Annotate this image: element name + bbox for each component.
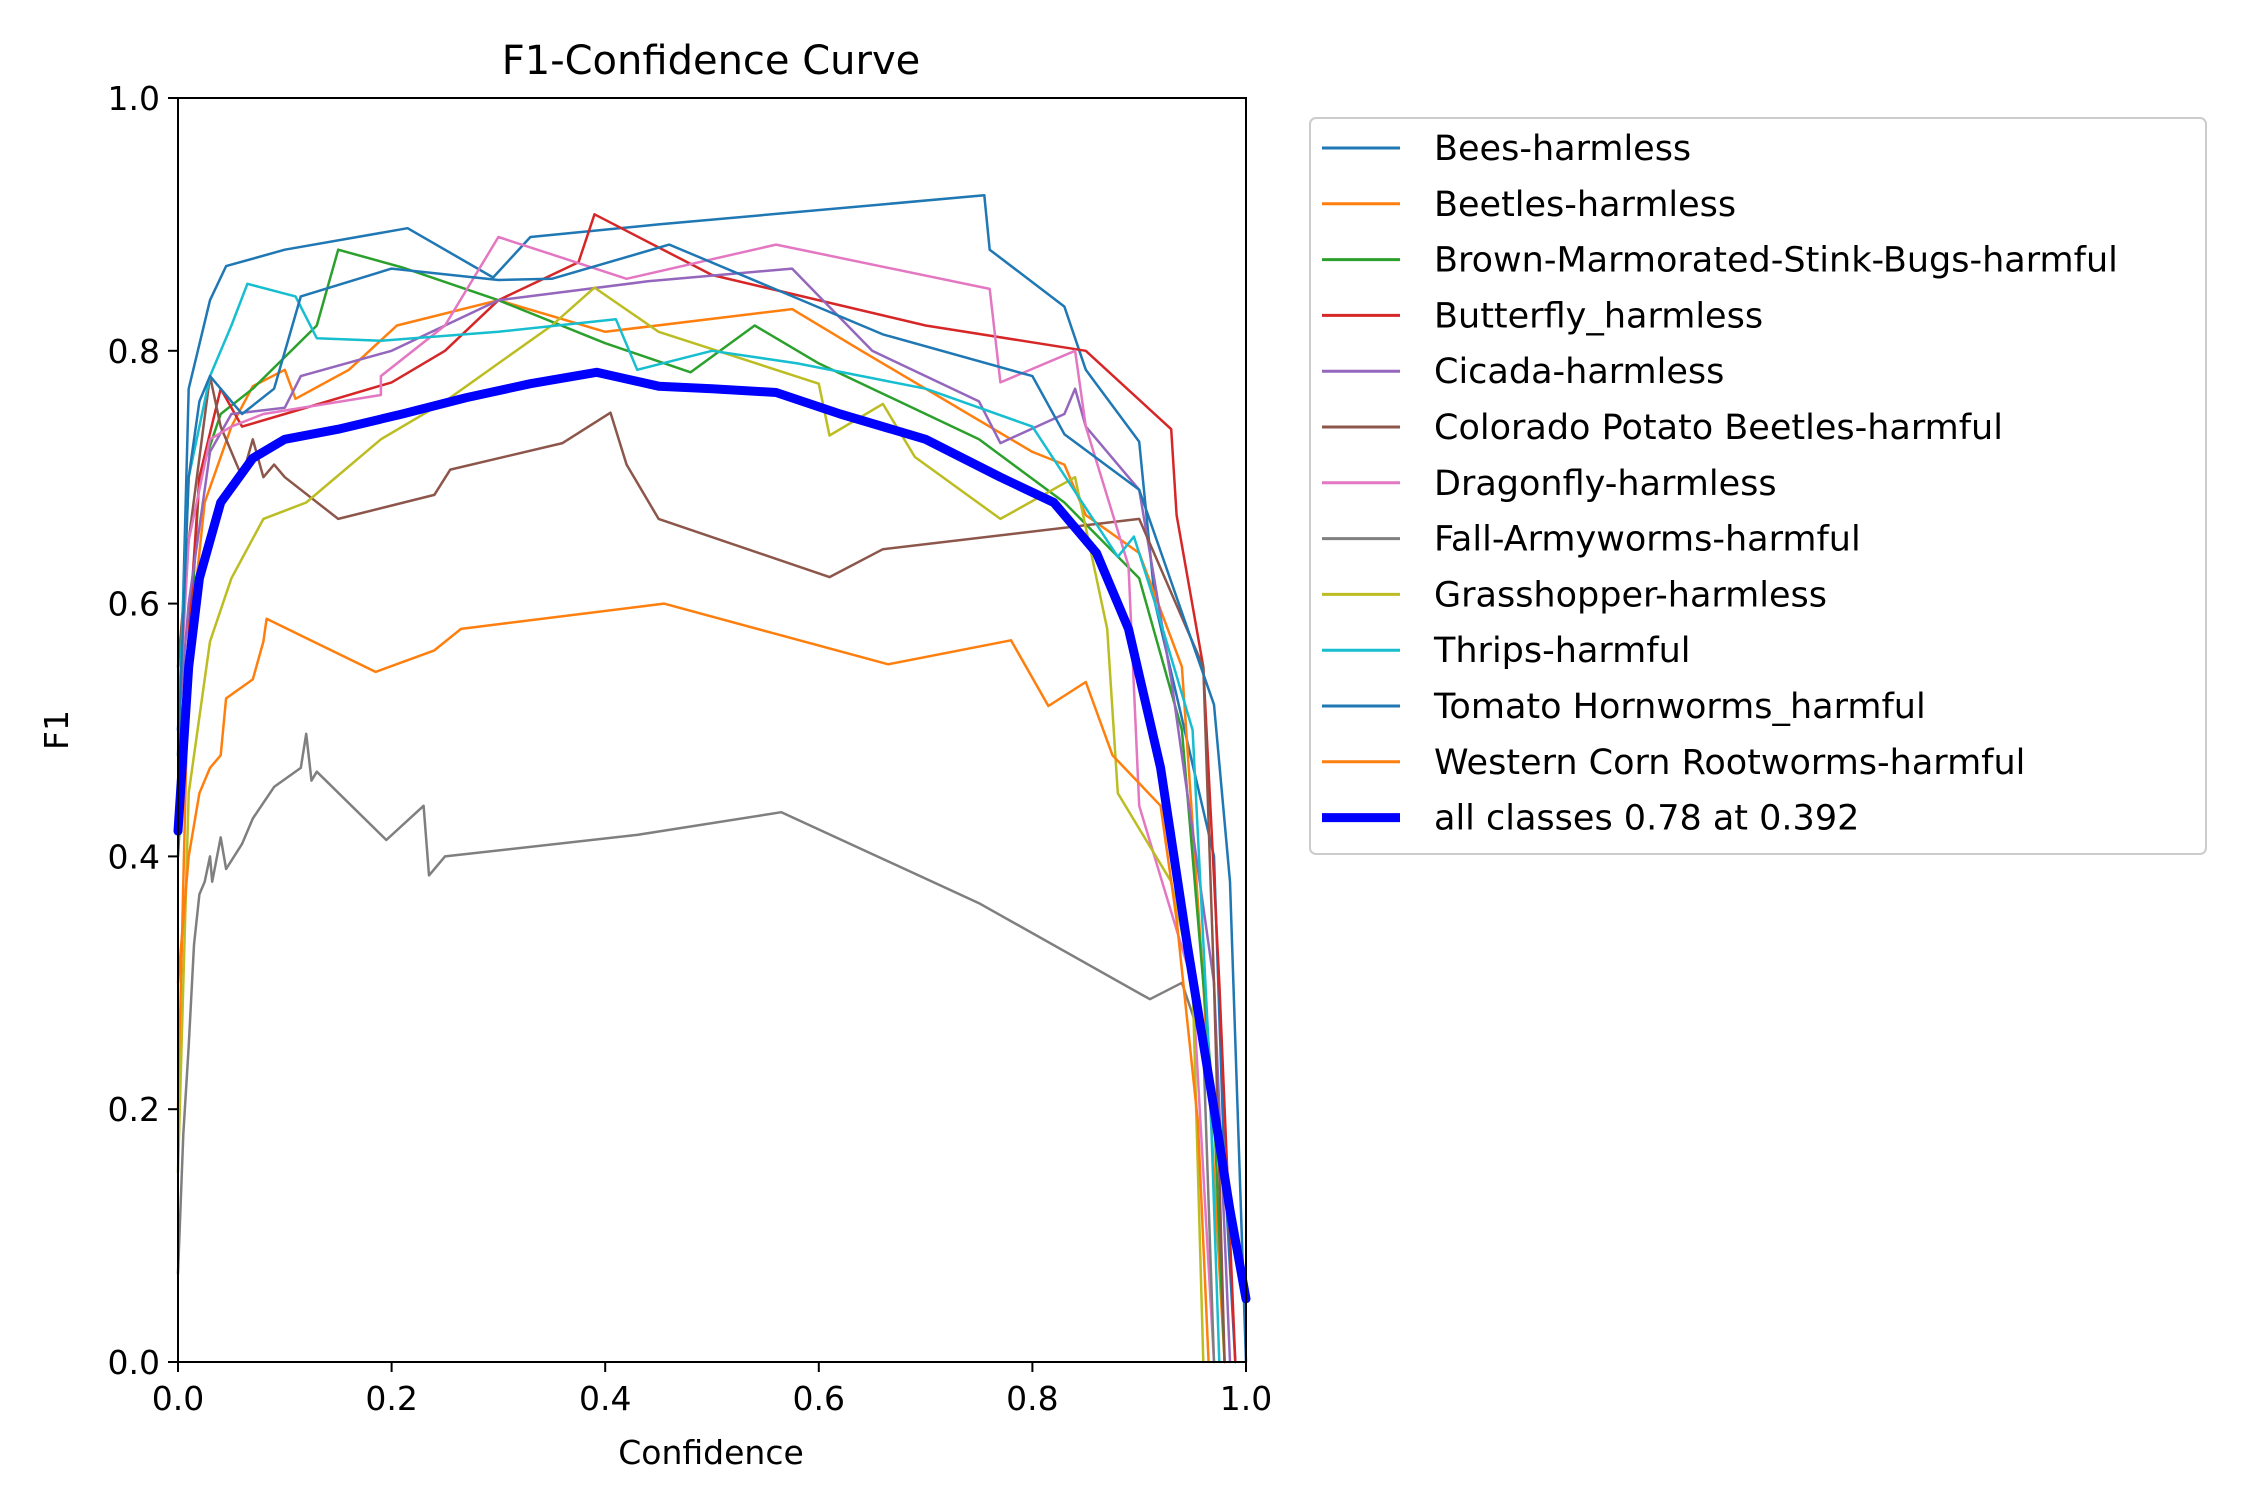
- legend-label-1: Beetles-harmless: [1434, 185, 1736, 225]
- legend-label-4: Cicada-harmless: [1434, 352, 1724, 392]
- y-axis: 0.0 0.2 0.4 0.6 0.8 1.0: [108, 79, 178, 1382]
- plot-area: [173, 194, 1251, 1364]
- x-axis: 0.0 0.2 0.4 0.6 0.8 1.0: [152, 1362, 1272, 1418]
- y-tick-label-3: 0.6: [108, 585, 160, 624]
- legend-label-0: Bees-harmless: [1434, 129, 1691, 169]
- legend-label-3: Butterfly_harmless: [1434, 296, 1763, 336]
- y-tick-label-1: 0.2: [108, 1090, 160, 1129]
- x-tick-label-2: 0.4: [579, 1379, 631, 1418]
- legend: Bees-harmless Beetles-harmless Brown-Marmo…: [1309, 117, 2207, 855]
- legend-label-7: Fall-Armyworms-harmful: [1434, 520, 1861, 560]
- legend-label-8: Grasshopper-harmless: [1434, 575, 1827, 615]
- legend-label-6: Dragonfly-harmless: [1434, 464, 1777, 504]
- x-tick-label-0: 0.0: [152, 1379, 204, 1418]
- legend-label-5: Colorado Potato Beetles-harmful: [1434, 408, 2003, 448]
- series-line-9: [176, 282, 1221, 1364]
- x-axis-title: Confidence: [618, 1433, 804, 1472]
- legend-label-9: Thrips-harmful: [1433, 631, 1690, 671]
- series-line-11: [176, 602, 1210, 1364]
- legend-frame: [1309, 117, 2207, 855]
- series-line-12: [173, 367, 1251, 1304]
- y-tick-label-5: 1.0: [108, 79, 160, 118]
- series-line-7: [176, 732, 1216, 1364]
- y-axis-title: F1: [37, 710, 76, 750]
- legend-label-12: all classes 0.78 at 0.392: [1434, 799, 1859, 839]
- series-line-2: [176, 248, 1226, 1364]
- series-line-3: [176, 213, 1237, 1364]
- series-line-5: [176, 374, 1226, 1364]
- chart-title: F1-Confidence Curve: [502, 38, 921, 84]
- plot-frame: [177, 97, 1247, 1363]
- series-line-6: [176, 235, 1216, 1364]
- x-tick-label-5: 1.0: [1220, 1379, 1272, 1418]
- legend-label-10: Tomato Hornworms_harmful: [1433, 687, 1926, 727]
- series-line-8: [176, 286, 1205, 1364]
- legend-label-11: Western Corn Rootworms-harmful: [1434, 743, 2025, 783]
- series-line-1: [176, 298, 1226, 1364]
- y-tick-label-0: 0.0: [108, 1343, 160, 1382]
- series-line-10: [176, 243, 1248, 1364]
- x-tick-label-4: 0.8: [1006, 1379, 1058, 1418]
- y-tick-label-4: 0.8: [108, 332, 160, 371]
- legend-label-2: Brown-Marmorated-Stink-Bugs-harmful: [1434, 241, 2118, 281]
- x-tick-label-1: 0.2: [365, 1379, 417, 1418]
- x-tick-label-3: 0.6: [793, 1379, 845, 1418]
- y-tick-label-2: 0.4: [108, 837, 160, 876]
